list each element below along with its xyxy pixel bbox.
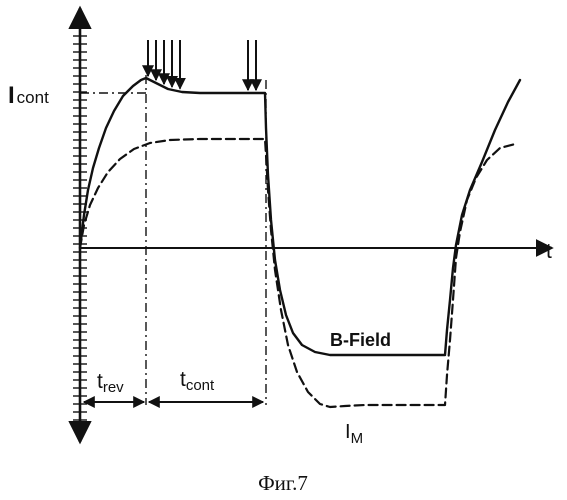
b-field-label: B-Field [330, 330, 391, 350]
t-cont-label: tcont [180, 368, 215, 394]
figure-caption: Фиг.7 [258, 471, 308, 495]
y-tick-label-icont: Icont [8, 82, 49, 109]
x-axis-label: t [546, 240, 552, 263]
t-rev-label: trev [97, 370, 124, 396]
pulse-arrows [148, 40, 256, 90]
b-field-curve [80, 139, 515, 407]
im-label: IM [345, 421, 363, 447]
